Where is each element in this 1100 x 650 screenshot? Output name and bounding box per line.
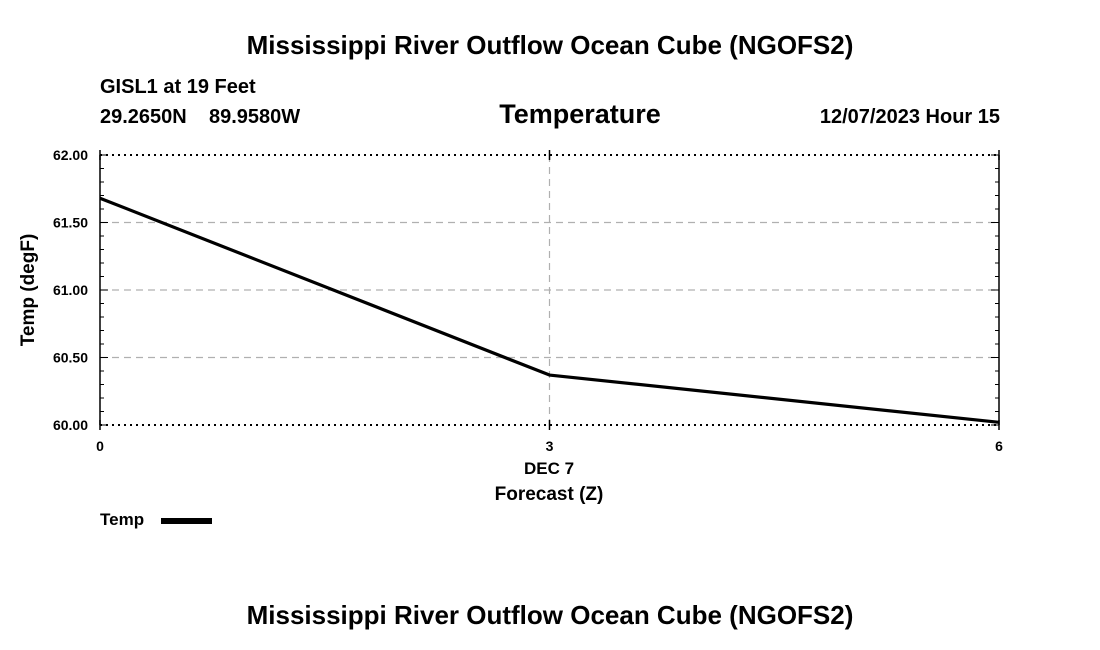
y-tick-label-1: 60.50 bbox=[53, 350, 88, 366]
x-axis-label: Forecast (Z) bbox=[495, 484, 604, 505]
station-longitude: 89.9580W bbox=[209, 106, 301, 128]
series-layer bbox=[99, 196, 1000, 424]
y-tick-label-2: 61.00 bbox=[53, 282, 88, 298]
footer-title: Mississippi River Outflow Ocean Cube (NG… bbox=[246, 600, 854, 630]
x-tick-label-2: 6 bbox=[995, 438, 1003, 454]
axis-ticks: 60.00 60.50 61.00 61.50 62.00 0 3 6 bbox=[53, 147, 1003, 454]
station-latitude: 29.2650N bbox=[100, 106, 187, 128]
x-tick-label-0: 0 bbox=[96, 438, 104, 454]
station-name-depth: GISL1 at 19 Feet bbox=[100, 76, 256, 98]
y-axis-label: Temp (degF) bbox=[18, 234, 39, 347]
axis-labels: Temp (degF) DEC 7 Forecast (Z) bbox=[18, 234, 603, 505]
forecast-timestamp: 12/07/2023 Hour 15 bbox=[819, 106, 1000, 128]
legend-label-temp: Temp bbox=[100, 510, 145, 529]
grid-lines bbox=[100, 155, 999, 425]
x-date-label: DEC 7 bbox=[524, 459, 574, 478]
x-tick-label-1: 3 bbox=[546, 438, 554, 454]
y-tick-label-0: 60.00 bbox=[53, 417, 88, 433]
page-title: Mississippi River Outflow Ocean Cube (NG… bbox=[246, 30, 854, 60]
legend-swatch-temp bbox=[161, 518, 212, 524]
chart-title: Temperature bbox=[499, 99, 661, 129]
y-tick-label-3: 61.50 bbox=[53, 215, 88, 231]
y-tick-label-4: 62.00 bbox=[53, 147, 88, 163]
